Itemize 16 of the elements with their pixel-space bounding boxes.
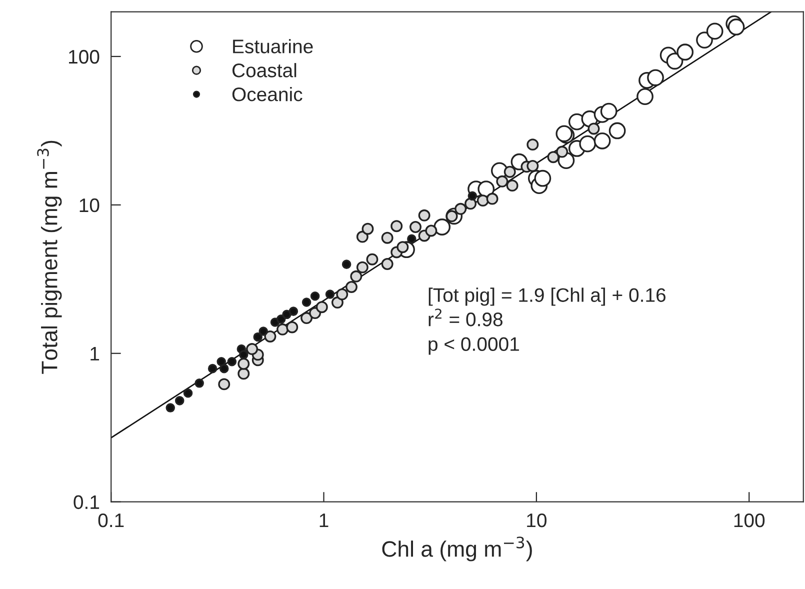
x-axis-title: Chl a (mg m$^{−3}$) [382, 536, 532, 562]
x-tick-label: 1 [320, 514, 328, 528]
annotation: r$^{2}$ = 0.98 [428, 308, 502, 326]
legend-label: Oceanic [232, 87, 302, 102]
legend-label: Coastal [232, 63, 296, 78]
x-tick-label: 0.1 [98, 513, 124, 528]
y-tick-label: 100 [69, 50, 100, 64]
y-tick-label: 10 [80, 198, 100, 212]
y-tick-label: 1 [90, 347, 100, 360]
legend-label: Estuarine [233, 39, 313, 54]
annotation: p < 0.0001 [428, 337, 519, 355]
y-axis-title: Total pigment (mg m$^{−3}$) [37, 140, 62, 374]
y-tick-label: 0.1 [74, 495, 100, 510]
x-tick-label: 10 [527, 513, 546, 528]
x-tick-label: 100 [734, 513, 765, 528]
annotation: [Tot pig] = 1.9 [Chl a] + 0.16 [428, 288, 666, 306]
